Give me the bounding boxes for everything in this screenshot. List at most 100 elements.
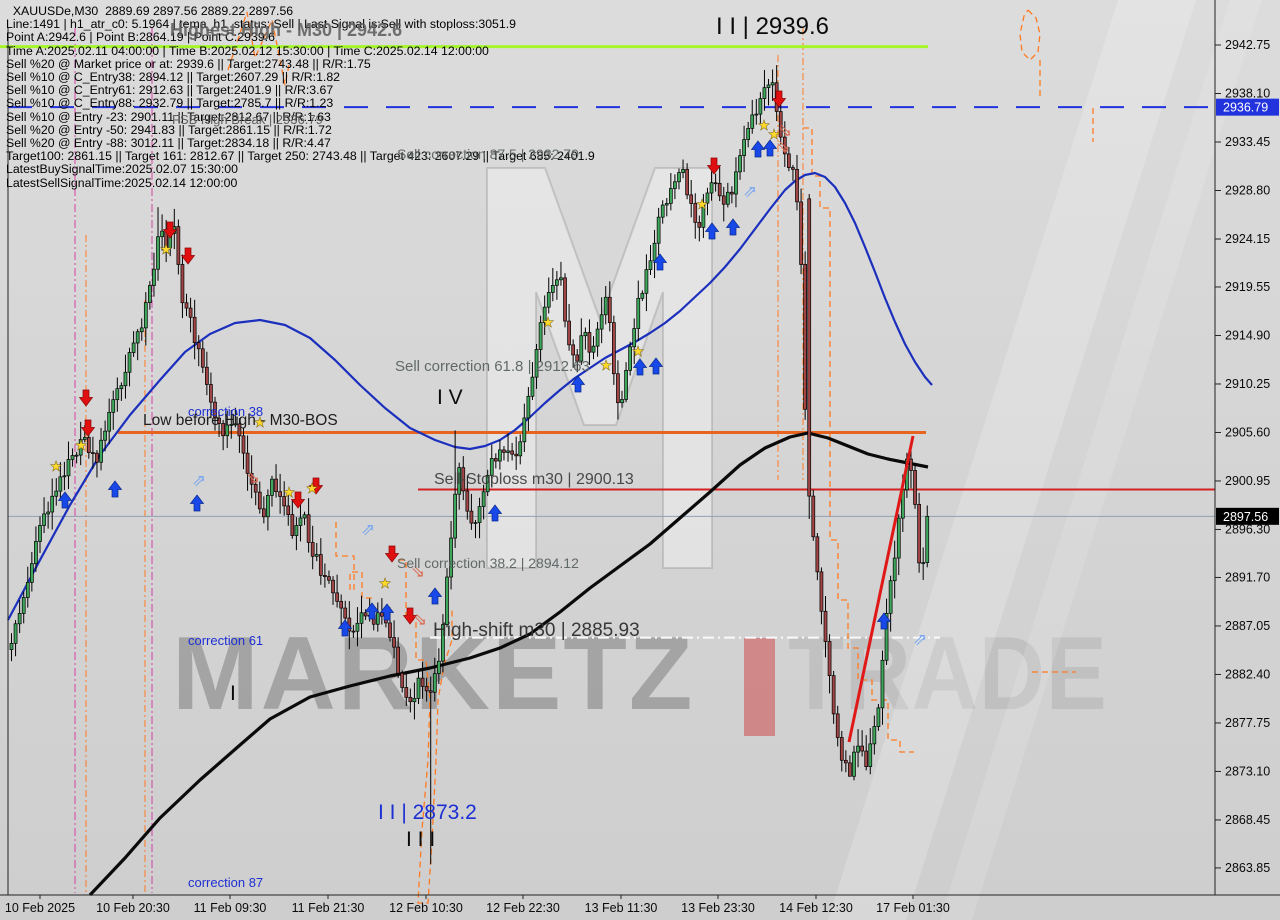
buy-arrow-icon (364, 602, 380, 620)
candle-body (91, 452, 95, 454)
candle-body (221, 423, 225, 437)
candle-body (530, 376, 535, 397)
candle-body (717, 182, 722, 197)
candle-body (823, 610, 828, 642)
ma-fast-line (7, 171, 933, 621)
watermark-text-right: TRADE (788, 622, 1108, 726)
candle-body (681, 169, 685, 173)
candle-body (249, 473, 254, 485)
red-trend-line[interactable] (847, 435, 915, 743)
candle-body (514, 453, 519, 457)
correction-61-label: correction 61 (188, 633, 264, 648)
buy-arrow-icon (570, 375, 586, 393)
hollow-up-arrow-icon: ⇗ (743, 182, 757, 201)
candle-body (746, 127, 751, 140)
candle-body (860, 745, 864, 752)
candle-body (795, 168, 799, 203)
sell-arrow-icon (180, 247, 196, 265)
price-badge (1216, 98, 1279, 116)
candle-body (139, 327, 144, 333)
candle-body (388, 622, 392, 638)
time-tick-label: 11 Feb 21:30 (292, 901, 365, 915)
buy-arrow-icon (427, 587, 443, 605)
candle-body (913, 470, 917, 505)
candle-body (66, 459, 71, 477)
sell-arrow-icon (78, 389, 94, 407)
time-tick-label: 12 Feb 10:30 (389, 901, 463, 915)
time-tick-label: 10 Feb 2025 (5, 901, 75, 915)
candle-body (721, 195, 726, 205)
candle-body (54, 490, 59, 497)
candle-body (839, 737, 844, 761)
time-tick-label: 13 Feb 23:30 (681, 901, 755, 915)
hollow-down-arrow-icon: ⇘ (413, 610, 427, 629)
candle-body (408, 696, 413, 703)
info-line-7: Sell %10 @ C_Entry88: 2932.79 || Target:… (6, 96, 334, 111)
buy-arrow-icon (725, 218, 741, 236)
candle-body (498, 449, 502, 462)
candle-body (896, 517, 901, 559)
buy-arrow-icon (762, 139, 778, 157)
candle-body (766, 84, 771, 89)
price-tick-label: 2928.80 (1225, 183, 1270, 197)
hollow-down-arrow-icon: ⇘ (411, 562, 425, 581)
candle-body (266, 494, 270, 518)
candle-body (404, 687, 409, 698)
candle-body (489, 458, 494, 476)
hollow-down-arrow-icon: ⇘ (778, 121, 792, 140)
candle-body (689, 194, 694, 204)
candle-body (856, 745, 860, 753)
candle-body (465, 490, 470, 512)
candle-body (200, 348, 205, 368)
candle-body (441, 624, 445, 662)
ma-slow-line (88, 431, 929, 897)
sell-correction-382-label: Sell correction 38.2 | 2894.12 (397, 555, 579, 571)
candle-body (579, 335, 584, 362)
candle-body (750, 114, 755, 129)
envelope-path (803, 127, 914, 753)
candle-body (673, 181, 677, 189)
time-axis[interactable]: 10 Feb 2025 10 Feb 20:30 11 Feb 09:30 11 Fe… (5, 895, 950, 915)
buy-arrow-icon (648, 357, 664, 375)
candle-body (359, 612, 364, 624)
sell-arrow-icon (290, 491, 306, 509)
diagonal-stripe (940, 0, 1262, 920)
info-line-13: LatestSellSignalTime:2025.02.14 12:00:00 (6, 175, 238, 190)
candle-body (909, 458, 913, 471)
time-tick-label: 10 Feb 20:30 (96, 901, 170, 915)
candle-body (481, 491, 486, 507)
candle-body (685, 169, 689, 196)
candle-body (209, 384, 213, 403)
candle-body (876, 707, 881, 727)
candle-body (34, 541, 38, 565)
candle-body (225, 424, 230, 437)
highest-high-label: Highest High - M30 | 2942.6 (170, 20, 403, 40)
envelope-path (1019, 9, 1041, 61)
candle-body (62, 475, 67, 478)
candle-body (205, 366, 209, 385)
star-icon: ★ (283, 484, 296, 500)
price-tick-label: 2910.25 (1225, 377, 1270, 391)
candle-body (396, 646, 400, 674)
price-axis[interactable]: 2942.75 2938.10 2933.45 2928.80 2924.15 2919.… (1215, 38, 1279, 875)
price-tick-label: 2938.10 (1225, 86, 1270, 100)
candle-body (82, 437, 87, 440)
candle-body (9, 643, 14, 650)
time-tick-label: 12 Feb 22:30 (486, 901, 560, 915)
candle-body (351, 630, 356, 633)
candle-body (184, 302, 189, 309)
candle-body (131, 342, 136, 353)
time-tick-label: 13 Feb 11:30 (585, 901, 658, 915)
info-line-0: XAUUSDe,M30 2889.69 2897.56 2889.22 2897… (6, 4, 294, 18)
candle-body (233, 423, 238, 426)
wave-iii-bottom-label: I I I (406, 828, 436, 851)
price-tick-label: 2877.75 (1225, 716, 1270, 730)
candle-body (534, 349, 539, 378)
candle-body (217, 417, 221, 424)
candle-body (848, 762, 852, 777)
sell-arrow-icon (706, 157, 722, 175)
candle-body (542, 306, 547, 324)
candle-body (148, 285, 152, 303)
watermark-red-bar (744, 638, 775, 736)
